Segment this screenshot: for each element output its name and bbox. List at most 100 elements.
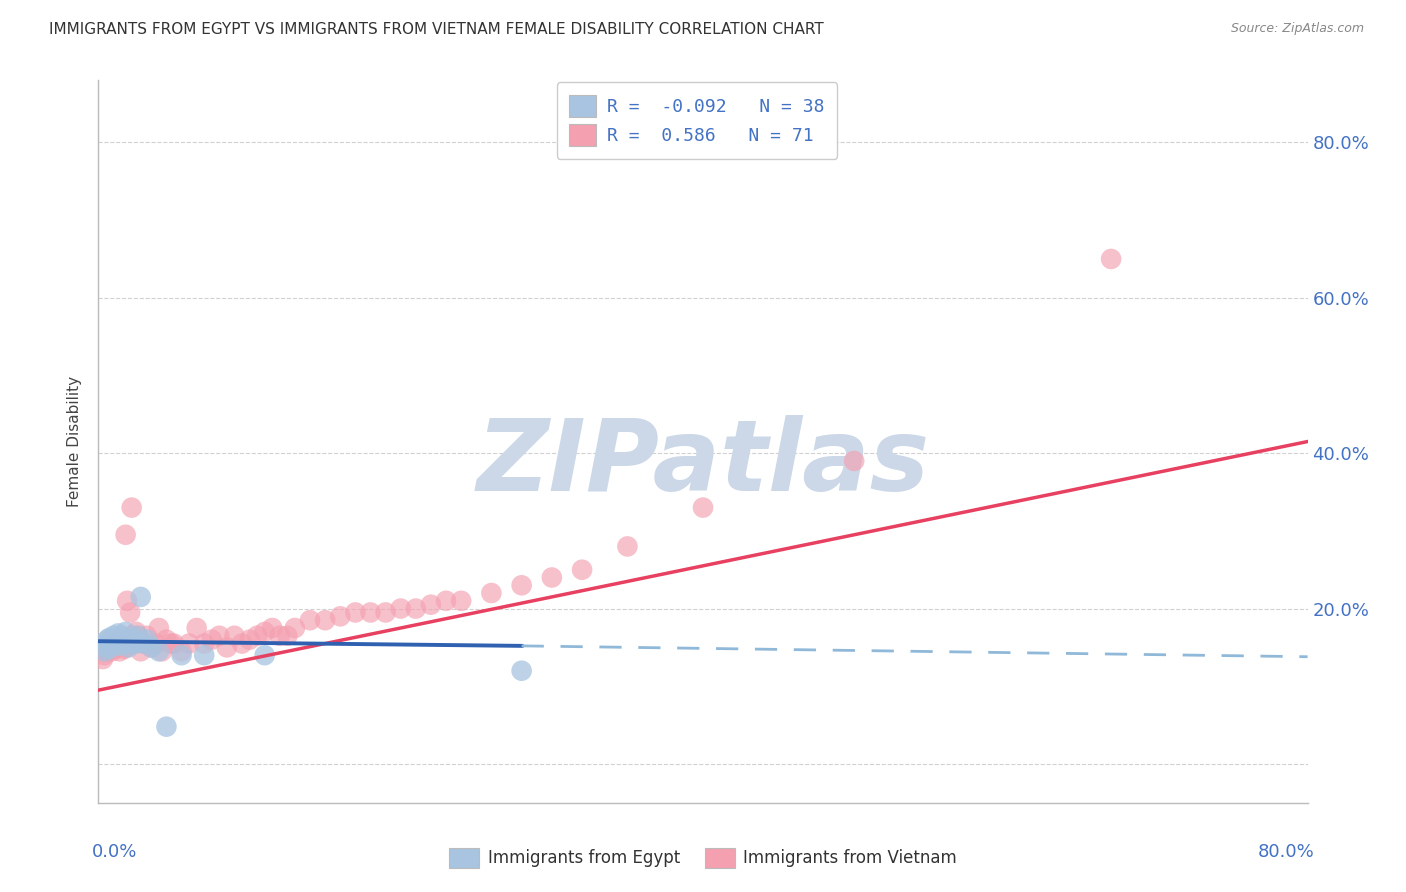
Point <box>420 598 443 612</box>
Point <box>201 632 224 647</box>
Point <box>389 601 412 615</box>
Point <box>104 634 127 648</box>
Point <box>450 594 472 608</box>
Point <box>148 644 170 658</box>
Point <box>104 636 127 650</box>
Point <box>208 629 231 643</box>
Point <box>112 642 135 657</box>
Point <box>93 644 115 658</box>
Point <box>118 636 141 650</box>
Point <box>118 640 141 655</box>
Point <box>329 609 352 624</box>
Point <box>616 540 638 554</box>
Point <box>299 613 322 627</box>
Point <box>110 636 132 650</box>
Point <box>93 648 115 663</box>
Point <box>98 631 121 645</box>
Point <box>314 613 336 627</box>
Point <box>96 642 118 657</box>
Point <box>105 636 128 650</box>
Point <box>374 606 396 620</box>
Point <box>253 624 276 639</box>
Point <box>96 632 118 647</box>
Legend: R =  -0.092   N = 38, R =  0.586   N = 71: R = -0.092 N = 38, R = 0.586 N = 71 <box>557 82 838 159</box>
Point <box>434 594 457 608</box>
Point <box>129 590 152 604</box>
Point <box>98 642 121 657</box>
Point <box>170 648 193 663</box>
Point <box>344 606 367 620</box>
Text: Source: ZipAtlas.com: Source: ZipAtlas.com <box>1230 22 1364 36</box>
Point <box>112 636 135 650</box>
Point <box>101 636 124 650</box>
Point <box>163 636 186 650</box>
Point <box>127 629 149 643</box>
Point <box>148 621 170 635</box>
Point <box>103 632 125 647</box>
Point <box>262 621 284 635</box>
Point <box>179 636 201 650</box>
Text: ZIPatlas: ZIPatlas <box>477 415 929 512</box>
Point <box>121 500 143 515</box>
Point <box>246 629 269 643</box>
Point <box>510 664 533 678</box>
Point <box>107 636 129 650</box>
Point <box>510 578 533 592</box>
Text: 0.0%: 0.0% <box>91 843 136 861</box>
Point <box>135 632 157 647</box>
Point <box>132 636 155 650</box>
Point <box>103 642 125 657</box>
Point <box>124 634 146 648</box>
Point <box>127 629 149 643</box>
Point <box>98 640 121 655</box>
Point <box>103 636 125 650</box>
Point <box>100 634 122 648</box>
Point <box>100 639 122 653</box>
Point <box>571 563 593 577</box>
Point <box>120 632 142 647</box>
Text: 80.0%: 80.0% <box>1258 843 1315 861</box>
Point <box>91 652 114 666</box>
Point <box>150 644 173 658</box>
Point <box>540 570 562 584</box>
Point <box>100 639 122 653</box>
Point <box>108 639 131 653</box>
Point <box>121 629 143 643</box>
Point <box>284 621 307 635</box>
Point <box>125 636 148 650</box>
Point <box>94 644 117 658</box>
Point <box>125 624 148 639</box>
Point <box>193 648 215 663</box>
Point <box>129 644 152 658</box>
Point <box>94 640 117 655</box>
Point <box>269 629 291 643</box>
Point <box>844 454 866 468</box>
Point <box>122 631 145 645</box>
Point <box>155 720 177 734</box>
Point <box>135 629 157 643</box>
Point <box>110 632 132 647</box>
Y-axis label: Female Disability: Female Disability <box>67 376 83 508</box>
Point <box>160 636 183 650</box>
Point <box>405 601 427 615</box>
Point <box>105 640 128 655</box>
Point <box>111 634 134 648</box>
Point <box>141 640 163 655</box>
Point <box>122 636 145 650</box>
Point <box>115 594 138 608</box>
Point <box>231 636 253 650</box>
Text: IMMIGRANTS FROM EGYPT VS IMMIGRANTS FROM VIETNAM FEMALE DISABILITY CORRELATION C: IMMIGRANTS FROM EGYPT VS IMMIGRANTS FROM… <box>49 22 824 37</box>
Point <box>145 636 167 650</box>
Point <box>120 606 142 620</box>
Point <box>276 629 298 643</box>
Point <box>114 640 136 655</box>
Point <box>96 636 118 650</box>
Point <box>114 624 136 639</box>
Point <box>108 644 131 658</box>
Point <box>114 528 136 542</box>
Point <box>101 644 124 658</box>
Point <box>121 636 143 650</box>
Point <box>141 640 163 655</box>
Point <box>186 621 208 635</box>
Point <box>224 629 246 643</box>
